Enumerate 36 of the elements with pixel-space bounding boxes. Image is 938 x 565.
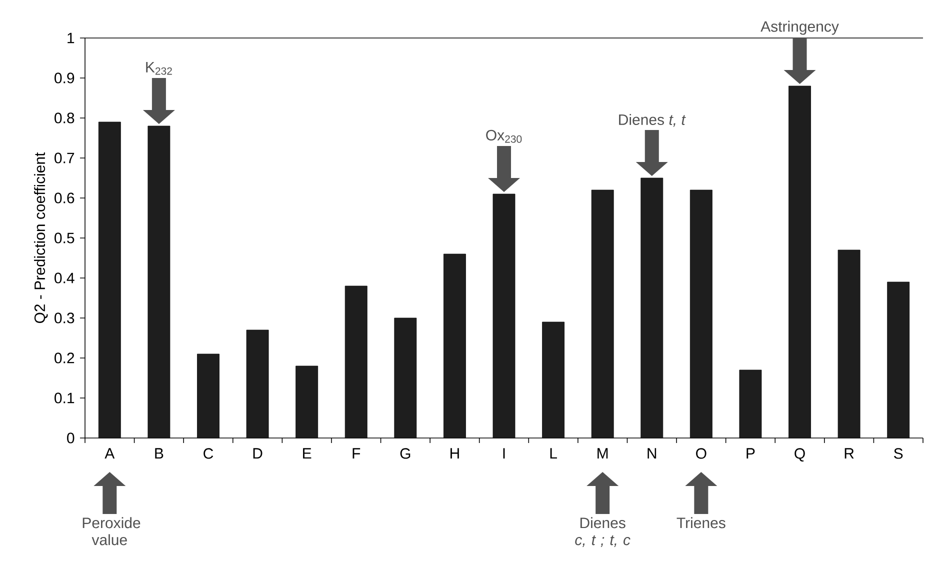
text: Peroxide value: [82, 517, 140, 546]
y-tick-label: 0: [67, 432, 74, 444]
y-tick-label: 0.3: [54, 312, 74, 324]
x-tick-label: S: [894, 448, 903, 459]
text: Dienes c, t ; t, c: [575, 517, 630, 547]
text: Trienes: [676, 517, 726, 528]
x-tick-label: I: [503, 448, 505, 459]
x-tick-label: D: [253, 448, 262, 459]
y-tick-label: 0.9: [54, 72, 74, 84]
y-tick-label: 0.6: [54, 192, 74, 204]
text: Astringency: [760, 20, 839, 35]
y-tick-label: 0.4: [54, 272, 74, 284]
y-tick-label: 0.5: [54, 232, 74, 244]
x-tick-label: P: [746, 448, 755, 459]
x-tick-label: E: [303, 448, 312, 459]
x-tick-label: F: [352, 448, 360, 459]
annotation: K$_{232}$: [146, 62, 172, 75]
y-tick-label: 0.7: [54, 152, 74, 164]
x-tick-label: Q: [794, 448, 805, 462]
x-tick-label: C: [204, 448, 214, 459]
x-tick-label: M: [598, 448, 608, 459]
y-tick-label: 0.8: [54, 112, 74, 124]
x-tick-label: G: [400, 448, 410, 459]
x-tick-label: H: [450, 448, 459, 459]
annotation: Ox$_{230}$: [486, 130, 522, 143]
x-tick-label: L: [550, 448, 557, 459]
y-tick-label: 1: [68, 32, 74, 44]
x-tick-label: N: [648, 448, 656, 459]
y-tick-label: 0.2: [54, 352, 74, 364]
x-tick-label: A: [104, 448, 115, 459]
y-axis-title: Q2 - Prediction coefficient: [34, 152, 48, 324]
y-tick-label: 0.1: [54, 392, 74, 404]
x-tick-label: B: [155, 448, 164, 459]
x-tick-label: R: [844, 448, 854, 459]
x-tick-label: O: [696, 448, 706, 459]
annotation: Dienes t, t: [619, 114, 686, 127]
